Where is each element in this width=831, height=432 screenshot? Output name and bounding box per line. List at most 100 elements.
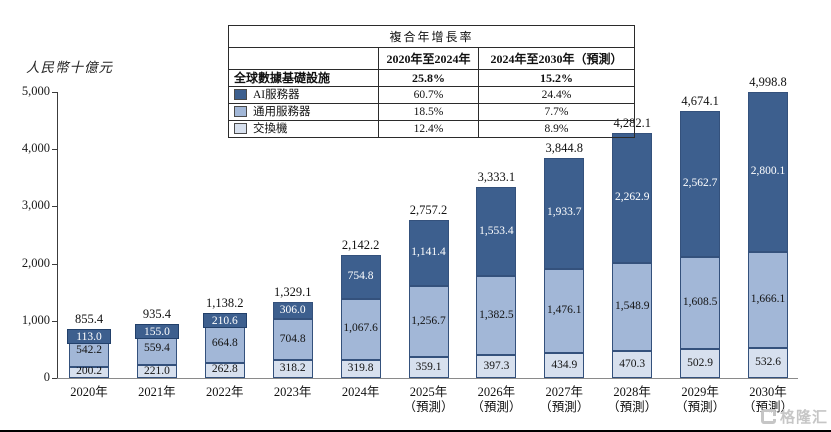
legend-label: 通用服務器 bbox=[253, 106, 311, 118]
segment-value-label: 359.1 bbox=[415, 360, 442, 373]
cagr-value: 18.5% bbox=[378, 103, 479, 121]
y-axis-line bbox=[57, 92, 58, 378]
segment-value-label: 155.0 bbox=[134, 324, 179, 340]
x-axis-baseline bbox=[57, 378, 798, 379]
bar-segment-general-server bbox=[204, 324, 245, 363]
cagr-table: 複合年增長率 2020年至2024年 2024年至2030年（預測） 全球數據基… bbox=[228, 25, 635, 138]
bar-segment-switch bbox=[69, 366, 109, 378]
segment-value-label: 1,141.4 bbox=[411, 245, 446, 258]
bar-segment-ai-server bbox=[680, 110, 721, 258]
y-tick-label: 3,000 bbox=[21, 198, 50, 213]
forecast-suffix-label: （預測） bbox=[539, 400, 590, 414]
cagr-empty-cell bbox=[228, 47, 379, 70]
cagr-row-label-total: 全球數據基礎設施 bbox=[228, 69, 379, 87]
bar-segment-general-server bbox=[272, 319, 313, 360]
forecast-suffix-label: （預測） bbox=[742, 400, 793, 414]
y-tick-label: 2,000 bbox=[21, 255, 50, 270]
bar-segment-general-server bbox=[544, 268, 585, 354]
segment-value-label: 1,933.7 bbox=[547, 206, 582, 219]
segment-value-label: 200.2 bbox=[76, 365, 102, 378]
cagr-col-header-2024-2030: 2024年至2030年（預測） bbox=[478, 47, 635, 70]
segment-value-label: 434.9 bbox=[551, 358, 578, 371]
cagr-value: 60.7% bbox=[378, 86, 479, 104]
x-axis-category-label: 2022年 bbox=[206, 385, 244, 399]
bar-total-label: 855.4 bbox=[74, 312, 104, 327]
y-tick-label: 1,000 bbox=[21, 312, 50, 327]
ai-server-legend-swatch bbox=[234, 89, 247, 100]
segment-value-label: 318.2 bbox=[279, 361, 306, 374]
y-tick-mark bbox=[52, 263, 57, 265]
segment-value-label: 2,800.1 bbox=[750, 165, 786, 178]
bar-segment-ai-server bbox=[408, 220, 449, 286]
cagr-value: 7.7% bbox=[478, 103, 635, 121]
y-tick-mark bbox=[52, 206, 57, 208]
forecast-suffix-label: （預測） bbox=[675, 400, 726, 414]
bar-segment-switch bbox=[272, 359, 313, 378]
segment-value-label: 1,553.4 bbox=[479, 224, 514, 237]
bar-total-label: 2,757.2 bbox=[409, 203, 448, 218]
bar-segment-ai-server bbox=[476, 187, 517, 277]
bar-total-label: 3,844.8 bbox=[545, 141, 584, 156]
y-tick-mark bbox=[52, 149, 57, 151]
segment-value-label: 532.6 bbox=[755, 355, 781, 368]
bar-segment-general-server bbox=[748, 252, 788, 348]
bar-segment-general-server bbox=[476, 276, 517, 356]
x-axis-category-label: 2024年 bbox=[341, 385, 380, 399]
segment-value-label: 1,608.5 bbox=[682, 296, 718, 309]
cagr-value: 12.4% bbox=[378, 120, 479, 138]
gelonghui-logo-icon bbox=[760, 409, 776, 424]
y-tick-mark bbox=[52, 378, 57, 379]
y-tick-mark bbox=[52, 92, 57, 93]
cagr-row-label-general-server: 通用服務器 bbox=[228, 103, 379, 121]
segment-value-label: 2,562.7 bbox=[682, 176, 718, 189]
bar-total-label: 3,333.1 bbox=[477, 170, 516, 185]
segment-value-label: 1,067.6 bbox=[343, 322, 378, 335]
bar-total-label: 1,138.2 bbox=[206, 295, 244, 310]
bar-segment-switch bbox=[680, 349, 721, 378]
x-axis-category-label: 2030年 （預測） bbox=[723, 385, 813, 415]
segment-value-label: 664.8 bbox=[211, 336, 238, 349]
switch-legend-swatch bbox=[234, 123, 247, 134]
y-tick-mark bbox=[52, 320, 57, 322]
cagr-row-label-switch: 交換機 bbox=[228, 120, 379, 138]
x-axis-category-label: 2025年 （預測） bbox=[384, 385, 474, 415]
bar-segment-general-server bbox=[408, 285, 449, 358]
segment-value-label: 470.3 bbox=[619, 357, 646, 370]
segment-value-label: 221.0 bbox=[143, 364, 170, 377]
x-axis-category-label: 2021年 bbox=[138, 385, 176, 399]
x-axis-category-label: 2020年 bbox=[70, 385, 108, 399]
legend-label: AI服務器 bbox=[253, 89, 300, 101]
segment-value-label: 1,256.7 bbox=[411, 314, 446, 327]
cagr-value: 25.8% bbox=[378, 69, 479, 87]
bar-total-label: 2,142.2 bbox=[341, 238, 380, 253]
segment-value-label: 1,666.1 bbox=[750, 292, 786, 305]
legend-label: 交換機 bbox=[253, 123, 288, 135]
segment-value-label: 502.9 bbox=[687, 356, 714, 369]
segment-value-label: 1,548.9 bbox=[614, 299, 650, 312]
bar-segment-ai-server bbox=[612, 133, 653, 263]
cagr-value: 24.4% bbox=[478, 86, 635, 104]
segment-value-label: 559.4 bbox=[143, 342, 170, 355]
bar-total-label: 1,329.1 bbox=[273, 284, 312, 299]
cagr-value: 8.9% bbox=[478, 120, 635, 138]
x-axis-category-label: 2026年 （預測） bbox=[451, 385, 541, 415]
segment-value-label: 1,476.1 bbox=[547, 303, 582, 316]
bar-segment-switch bbox=[204, 362, 245, 378]
bar-segment-switch bbox=[612, 351, 653, 378]
segment-value-label: 2,262.9 bbox=[614, 190, 650, 203]
bar-segment-switch bbox=[136, 365, 177, 378]
bar-segment-ai-server bbox=[340, 255, 381, 299]
segment-value-label: 262.8 bbox=[211, 363, 238, 376]
cagr-value: 15.2% bbox=[478, 69, 635, 87]
general-server-legend-swatch bbox=[234, 106, 247, 117]
segment-value-label: 1,382.5 bbox=[479, 308, 514, 321]
bar-segment-switch bbox=[544, 353, 585, 378]
bar-total-label: 4,998.8 bbox=[749, 75, 787, 90]
bar-segment-general-server bbox=[612, 262, 653, 352]
bar-segment-switch bbox=[476, 355, 517, 378]
cagr-row-label-ai-server: AI服務器 bbox=[228, 86, 379, 104]
segment-value-label: 704.8 bbox=[279, 332, 306, 345]
bar-segment-ai-server bbox=[748, 92, 788, 253]
bar-segment-switch bbox=[748, 347, 788, 378]
